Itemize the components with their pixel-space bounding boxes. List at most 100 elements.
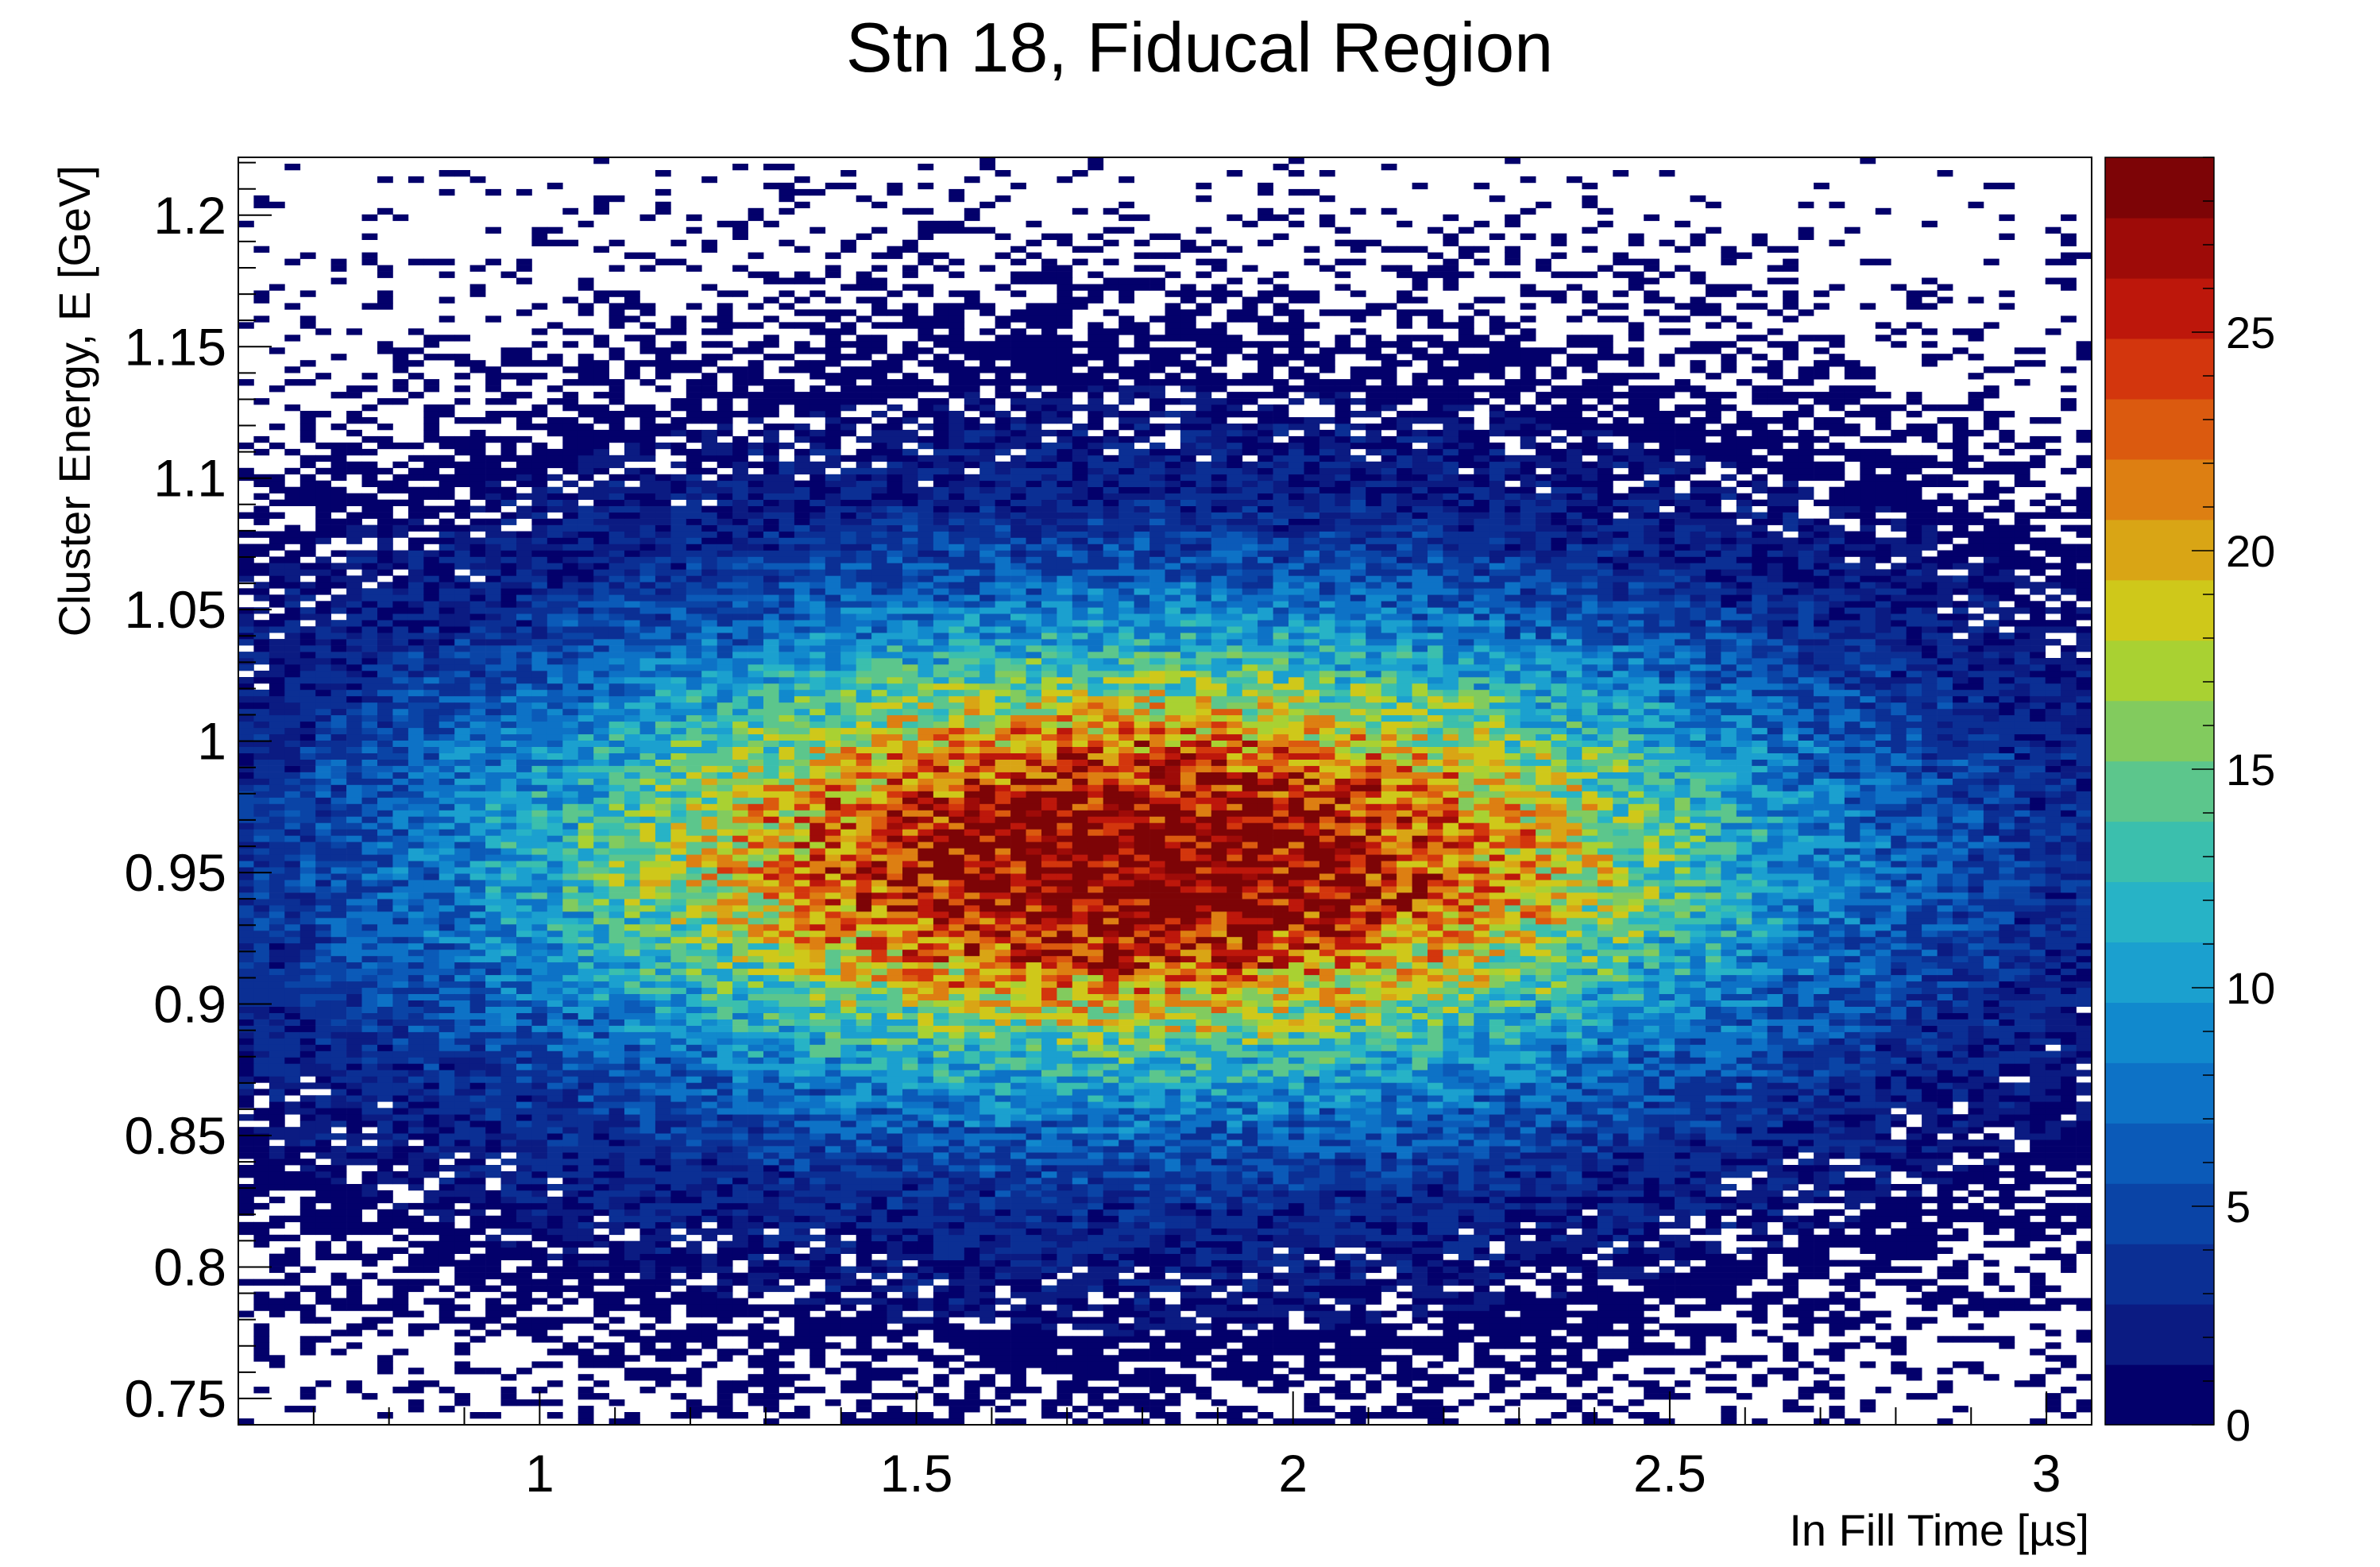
heatmap-cell — [717, 1070, 733, 1077]
heatmap-cell — [423, 1050, 440, 1058]
heatmap-cell — [562, 829, 579, 836]
heatmap-cell — [593, 740, 609, 747]
heatmap-cell — [485, 746, 501, 753]
heatmap-cell — [732, 1202, 748, 1210]
heatmap-cell — [330, 518, 347, 525]
heatmap-cell — [655, 601, 671, 608]
heatmap-cell — [439, 544, 455, 551]
heatmap-cell — [439, 1050, 455, 1058]
heatmap-cell — [593, 467, 609, 475]
heatmap-cell — [330, 778, 347, 785]
heatmap-cell — [562, 1152, 579, 1159]
heatmap-cell — [377, 784, 393, 791]
heatmap-cell — [408, 854, 424, 861]
heatmap-cell — [408, 708, 424, 716]
heatmap-cell — [763, 1025, 779, 1032]
heatmap-cell — [593, 873, 609, 880]
heatmap-cell — [361, 1114, 378, 1121]
heatmap-cell — [639, 556, 656, 563]
heatmap-cell — [516, 1152, 532, 1159]
heatmap-cell — [562, 1139, 579, 1147]
heatmap-cell — [469, 429, 486, 437]
heatmap-cell — [284, 524, 301, 532]
heatmap-cell — [562, 746, 579, 753]
heatmap-cell — [253, 620, 270, 627]
heatmap-cell — [686, 886, 702, 893]
heatmap-cell — [439, 582, 455, 589]
heatmap-cell — [531, 708, 548, 716]
heatmap-cell — [748, 493, 764, 500]
heatmap-cell — [315, 905, 331, 912]
heatmap-cell — [748, 772, 764, 779]
heatmap-cell — [392, 556, 409, 563]
heatmap-cell — [624, 961, 640, 969]
heatmap-cell — [253, 784, 270, 791]
heatmap-cell — [485, 531, 501, 538]
heatmap-cell — [655, 974, 671, 982]
heatmap-cell — [253, 1159, 270, 1166]
heatmap-cell — [748, 613, 764, 621]
heatmap-cell — [469, 746, 486, 753]
heatmap-cell — [655, 671, 671, 678]
heatmap-cell — [238, 1050, 254, 1058]
heatmap-cell — [531, 1050, 548, 1058]
heatmap-cell — [763, 918, 779, 925]
heatmap-cell — [330, 1044, 347, 1051]
heatmap-cell — [485, 671, 501, 678]
heatmap-cell — [392, 816, 409, 823]
heatmap-cell — [299, 645, 316, 652]
heatmap-cell — [361, 531, 378, 538]
heatmap-cell — [686, 695, 702, 703]
heatmap-cell — [253, 435, 270, 443]
heatmap-cells — [238, 157, 2092, 1426]
heatmap-cell — [284, 835, 301, 842]
heatmap-cell — [701, 1000, 717, 1007]
heatmap-cell — [253, 702, 270, 710]
heatmap-cell — [609, 303, 625, 310]
heatmap-cell — [670, 1374, 687, 1381]
heatmap-cell — [655, 835, 671, 842]
heatmap-cell — [562, 1070, 579, 1077]
heatmap-cell — [639, 252, 656, 259]
heatmap-cell — [516, 563, 532, 570]
heatmap-cell — [748, 1380, 764, 1387]
heatmap-cell — [253, 886, 270, 893]
heatmap-cell — [346, 556, 362, 563]
heatmap-cell — [238, 1228, 254, 1236]
heatmap-cell — [624, 949, 640, 957]
heatmap-cell — [269, 797, 285, 804]
heatmap-cell — [454, 582, 470, 589]
heatmap-cell — [439, 1031, 455, 1039]
heatmap-cell — [686, 1108, 702, 1115]
heatmap-cell — [330, 829, 347, 836]
heatmap-cell — [686, 1406, 702, 1413]
heatmap-cell — [269, 1076, 285, 1083]
heatmap-cell — [423, 702, 440, 710]
heatmap-cell — [315, 563, 331, 570]
heatmap-cell — [500, 544, 517, 551]
heatmap-cell — [269, 1133, 285, 1140]
heatmap-cell — [423, 1006, 440, 1013]
heatmap-cell — [686, 918, 702, 925]
heatmap-cell — [701, 505, 717, 513]
heatmap-cell — [717, 461, 733, 469]
heatmap-cell — [315, 993, 331, 1000]
heatmap-cell — [454, 861, 470, 868]
heatmap-cell — [500, 601, 517, 608]
heatmap-cell — [330, 1120, 347, 1128]
heatmap-cell — [670, 429, 687, 437]
heatmap-cell — [655, 797, 671, 804]
heatmap-cell — [423, 867, 440, 874]
heatmap-cell — [686, 639, 702, 646]
heatmap-cell — [717, 1253, 733, 1260]
heatmap-cell — [253, 1298, 270, 1305]
heatmap-cell — [624, 486, 640, 493]
heatmap-cell — [763, 1361, 779, 1368]
heatmap-cell — [299, 639, 316, 646]
heatmap-cell — [578, 664, 594, 671]
heatmap-cell — [670, 835, 687, 842]
heatmap-cell — [562, 784, 579, 791]
heatmap-cell — [717, 524, 733, 532]
heatmap-cell — [686, 759, 702, 766]
heatmap-cell — [299, 563, 316, 570]
